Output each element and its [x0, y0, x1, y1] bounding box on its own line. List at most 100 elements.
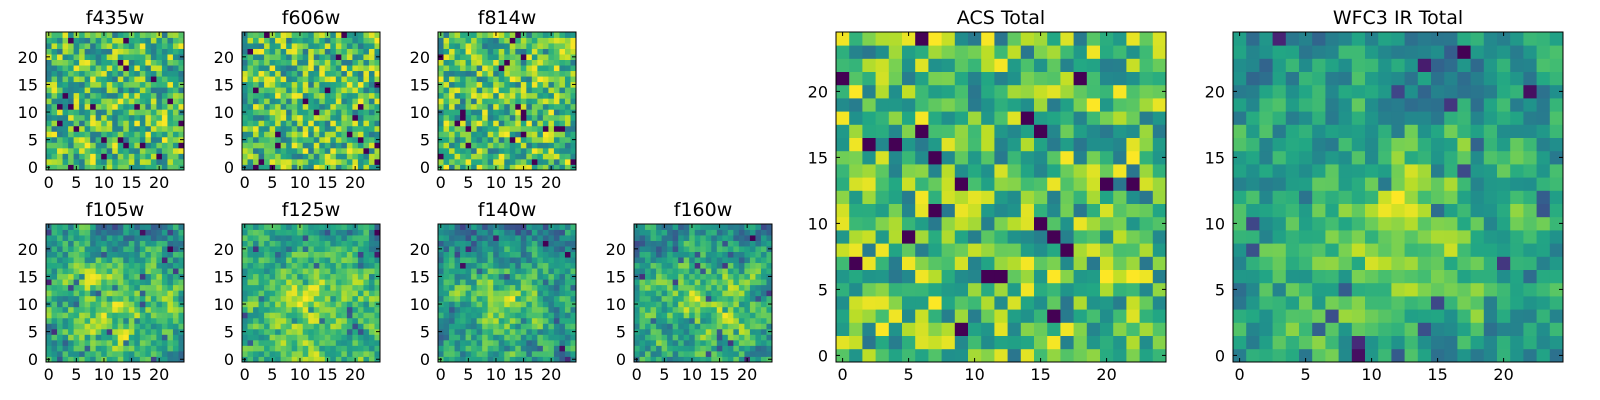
heatmap-cell [62, 81, 69, 88]
heatmap-cell [1152, 322, 1167, 336]
heatmap-cell [112, 246, 119, 252]
heatmap-cell [553, 334, 560, 341]
heatmap-cell [443, 147, 450, 154]
heatmap-cell [313, 235, 320, 241]
heatmap-cell [319, 114, 326, 121]
heatmap-cell [727, 251, 734, 258]
heatmap-cell [106, 125, 113, 132]
heatmap-cell [531, 65, 538, 72]
heatmap-cell [84, 120, 91, 127]
heatmap-cell [634, 279, 640, 286]
heatmap-cell [73, 279, 80, 286]
heatmap-cell [374, 142, 381, 149]
heatmap-cell [645, 356, 651, 363]
heatmap-cell [504, 356, 511, 363]
heatmap-cell [57, 70, 63, 77]
heatmap-cell [84, 65, 91, 72]
heatmap-cell [520, 251, 527, 258]
heatmap-cell [247, 81, 254, 88]
heatmap-cell [1020, 296, 1035, 310]
heatmap-cell [368, 251, 375, 258]
heatmap-cell [678, 262, 685, 269]
heatmap-cell [749, 356, 756, 363]
heatmap-cell [363, 131, 370, 138]
heatmap-cell [760, 224, 767, 230]
heatmap-cell [275, 350, 282, 357]
heatmap-cell [178, 295, 185, 302]
heatmap-cell [84, 76, 91, 83]
heatmap-cell [73, 125, 80, 132]
heatmap-cell [51, 70, 58, 77]
heatmap-cell [454, 317, 461, 324]
heatmap-cell [520, 136, 527, 143]
heatmap-cell [90, 339, 97, 346]
heatmap-cell [335, 262, 342, 269]
heatmap-cell [51, 290, 58, 297]
heatmap-cell [471, 54, 478, 60]
heatmap-cell [760, 273, 767, 280]
heatmap-cell [106, 48, 113, 55]
heatmap-cell [443, 328, 450, 335]
heatmap-cell [509, 279, 516, 286]
heatmap-cell [275, 87, 282, 94]
heatmap-cell [335, 312, 342, 319]
heatmap-cell [145, 48, 152, 55]
heatmap-cell [291, 312, 298, 319]
heatmap-cell [313, 48, 320, 55]
heatmap-cell [297, 109, 304, 116]
heatmap-cell [150, 345, 157, 352]
heatmap-cell [156, 76, 163, 83]
heatmap-cell [465, 114, 472, 121]
heatmap-cell [553, 114, 560, 121]
heatmap-cell [62, 279, 69, 286]
heatmap-cell [112, 76, 119, 83]
heatmap-cell [363, 65, 370, 72]
heatmap-cell [68, 284, 74, 291]
heatmap-cell [1139, 230, 1154, 244]
heatmap-cell [330, 125, 337, 132]
heatmap-cell [139, 246, 146, 252]
heatmap-cell [460, 350, 466, 357]
heatmap-cell [449, 345, 455, 352]
heatmap-cell [106, 339, 113, 346]
heatmap-cell [689, 284, 696, 291]
heatmap-cell [438, 284, 444, 291]
heatmap-cell [73, 328, 80, 335]
heatmap-cell [335, 48, 342, 55]
heatmap-cell [683, 339, 690, 346]
heatmap-cell [634, 229, 640, 236]
heatmap-cell [438, 334, 444, 341]
heatmap-cell [357, 92, 364, 99]
heatmap-cell [242, 229, 248, 236]
heatmap-cell [308, 317, 315, 324]
heatmap-cell [733, 290, 740, 297]
heatmap-cell [101, 268, 108, 275]
heatmap-cell [738, 257, 745, 264]
heatmap-cell [128, 334, 135, 341]
heatmap-cell [509, 257, 516, 264]
heatmap-cell [694, 356, 701, 363]
heatmap-cell [954, 322, 969, 336]
heatmap-cell [465, 81, 472, 88]
heatmap-cell [62, 164, 69, 171]
heatmap-cell [275, 70, 282, 77]
heatmap-cell [443, 301, 450, 308]
heatmap-cell [727, 312, 734, 319]
heatmap-cell [302, 312, 309, 319]
heatmap-cell [275, 246, 282, 252]
heatmap-cell [57, 312, 63, 319]
heatmap-cell [553, 262, 560, 269]
heatmap-cell [324, 268, 331, 275]
heatmap-cell [460, 268, 466, 275]
heatmap-cell [443, 81, 450, 88]
heatmap-cell [357, 103, 364, 110]
x-tick-label: 20 [149, 173, 169, 192]
heatmap-cell [454, 81, 461, 88]
heatmap-cell [559, 295, 566, 302]
heatmap-cell [280, 158, 287, 165]
heatmap-cell [368, 301, 375, 308]
heatmap-cell [526, 284, 533, 291]
heatmap-cell [247, 37, 254, 44]
heatmap-cell [531, 295, 538, 302]
heatmap-cell [537, 153, 544, 160]
